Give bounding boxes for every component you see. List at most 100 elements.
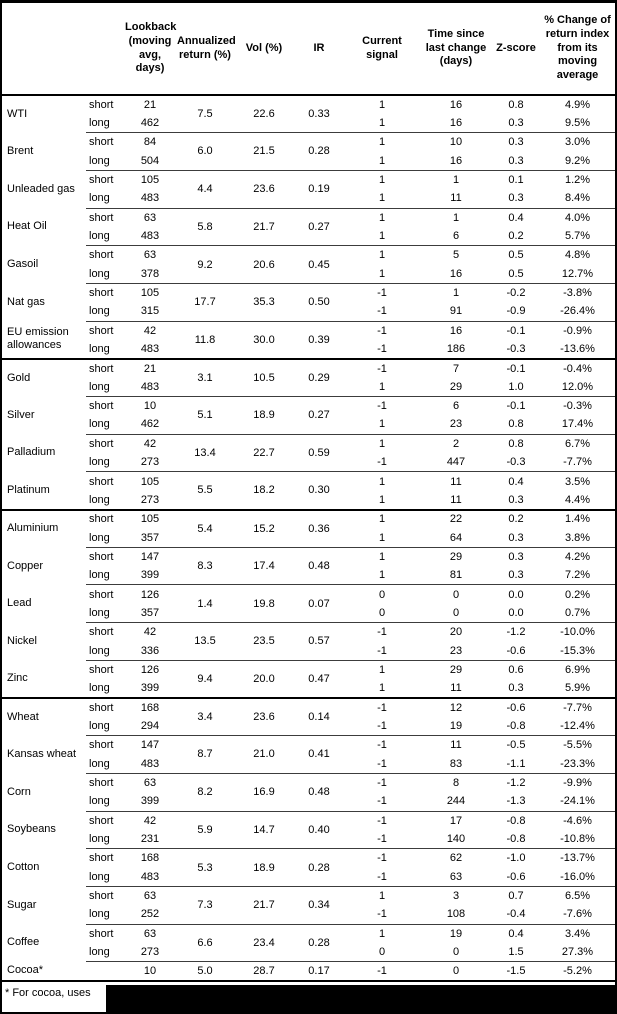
time-since-change-value: 91: [449, 305, 463, 318]
horizon-label: [86, 961, 124, 981]
ir-value: 0.29: [294, 357, 344, 397]
table-row: Copper short 147 8.3 17.4 0.48 1 29 0.3 4.2%: [2, 546, 615, 585]
horizon-label: long: [89, 456, 110, 469]
vol-value: 23.6: [234, 697, 294, 736]
time-since-change-value: 140: [446, 833, 466, 846]
zscore-value: -1.1: [506, 757, 526, 770]
table-row: long 273 0 0 1.5 27.3%: [2, 943, 615, 962]
table-row: long 483 -1 63 -0.6 -16.0%: [2, 868, 615, 887]
ir-value: 0.50: [294, 282, 344, 322]
zscore-value: 1.5: [508, 946, 524, 959]
lookback-value: 42: [124, 320, 176, 340]
table-row: long 252 -1 108 -0.4 -7.6%: [2, 905, 615, 924]
zscore-value: -0.8: [506, 833, 526, 846]
zscore-value: 0.3: [508, 682, 524, 695]
table-body: WTI short 21 7.5 22.6 0.33 1 16 0.8 4.9% long 462 1 1…: [2, 95, 615, 981]
zscore-value: 1.0: [508, 380, 524, 393]
horizon-label: short: [86, 245, 124, 265]
zscore-value: -0.1: [492, 320, 540, 340]
vol-value: 22.7: [234, 433, 294, 472]
annualized-return-value: 9.4: [176, 659, 234, 698]
horizon-label: long: [89, 493, 110, 506]
lookback-value: 399: [140, 569, 160, 582]
pct-change-value: 5.9%: [564, 682, 591, 695]
pct-change-value: -4.6%: [540, 810, 615, 830]
time-since-change-value: 63: [449, 870, 463, 883]
zscore-value: 0.4: [492, 471, 540, 491]
zscore-value: 0.8: [508, 418, 524, 431]
horizon-label: long: [89, 267, 110, 280]
current-signal-value: 1: [378, 192, 386, 205]
current-signal-value: 1: [344, 207, 420, 227]
commodity-name: Palladium: [7, 446, 56, 459]
pct-change-value: -16.0%: [560, 870, 595, 883]
table-row: Gasoil short 63 9.2 20.6 0.45 1 5 0.5 4.8%: [2, 245, 615, 284]
table-row: long 504 1 16 0.3 9.2%: [2, 152, 615, 171]
lookback-value: 42: [124, 810, 176, 830]
time-since-change-value: 11: [450, 192, 462, 205]
annualized-return-value: 5.4: [176, 508, 234, 548]
current-signal-value: -1: [377, 908, 387, 921]
col-header-time-since-change: Time since last change (days): [420, 3, 492, 96]
commodity-name: Gasoil: [7, 258, 39, 270]
ir-value: 0.28: [294, 848, 344, 887]
ir-value: 0.45: [294, 245, 344, 284]
current-signal-value: 1: [344, 546, 420, 567]
table-row: long 378 1 16 0.5 12.7%: [2, 265, 615, 284]
lookback-value: 21: [143, 98, 157, 111]
time-since-change-value: 23: [449, 644, 463, 657]
pct-change-value: 7.2%: [564, 569, 591, 582]
lookback-value: 357: [140, 606, 160, 619]
table-row: long 357 1 64 0.3 3.8%: [2, 528, 615, 547]
lookback-value: 504: [140, 154, 160, 167]
current-signal-value: -1: [377, 644, 387, 657]
vol-value: 21.0: [234, 735, 294, 774]
lookback-value: 483: [140, 230, 160, 243]
vol-value: 19.8: [234, 584, 294, 623]
table-row: EU emission allowances short 42 11.8 30.0 0.3…: [2, 320, 615, 359]
col-header-annualized-return: Annualized return (%): [176, 3, 236, 96]
table-row: long 273 -1 447 -0.3 -7.7%: [2, 453, 615, 472]
table-row: long 336 -1 23 -0.6 -15.3%: [2, 641, 615, 660]
pct-change-value: 6.5%: [540, 885, 615, 906]
current-signal-value: 1: [344, 471, 420, 491]
zscore-value: -0.4: [506, 908, 526, 921]
time-since-change-value: 62: [420, 848, 492, 868]
pct-change-value: 4.2%: [540, 546, 615, 567]
annualized-return-value: 11.8: [176, 320, 234, 359]
pct-change-value: -10.0%: [540, 622, 615, 642]
pct-change-value: 3.5%: [540, 471, 615, 491]
zscore-value: 0.0: [492, 584, 540, 604]
zscore-value: 0.3: [492, 546, 540, 567]
zscore-value: -1.2: [492, 772, 540, 793]
time-since-change-value: 108: [446, 908, 466, 921]
col-header-zscore: Z-score: [492, 3, 540, 96]
commodity-name: Cocoa*: [7, 964, 44, 977]
zscore-value: 0.8: [492, 433, 540, 454]
vol-value: 30.0: [234, 320, 294, 359]
horizon-label: short: [86, 433, 124, 454]
horizon-label: long: [89, 192, 110, 205]
horizon-label: short: [86, 622, 124, 642]
table-row: long 483 -1 186 -0.3 -13.6%: [2, 340, 615, 359]
lookback-value: 10: [124, 961, 176, 981]
footnote-bar: * For cocoa, uses: [2, 981, 615, 1012]
pct-change-value: -26.4%: [560, 305, 595, 318]
commodity-name: Platinum: [7, 483, 50, 496]
current-signal-value: -1: [344, 697, 420, 717]
pct-change-value: 6.7%: [540, 433, 615, 454]
pct-change-value: -13.7%: [540, 848, 615, 868]
table-row: Platinum short 105 5.5 18.2 0.30 1 11 0.4 3.5%: [2, 471, 615, 510]
horizon-label: short: [86, 697, 124, 717]
zscore-value: -0.6: [506, 644, 526, 657]
pct-change-value: 0.2%: [540, 584, 615, 604]
commodity-name: Coffee: [7, 936, 40, 949]
horizon-label: short: [86, 357, 124, 378]
current-signal-value: 1: [378, 98, 386, 111]
horizon-label: long: [89, 719, 110, 732]
time-since-change-value: 16: [449, 98, 463, 111]
annualized-return-value: 9.2: [176, 245, 234, 284]
table-row: Soybeans short 42 5.9 14.7 0.40 -1 17 -0.8 -4.6%: [2, 810, 615, 849]
table-row: Nickel short 42 13.5 23.5 0.57 -1 20 -1.2 -10.0%: [2, 622, 615, 661]
zscore-value: -1.0: [492, 848, 540, 868]
